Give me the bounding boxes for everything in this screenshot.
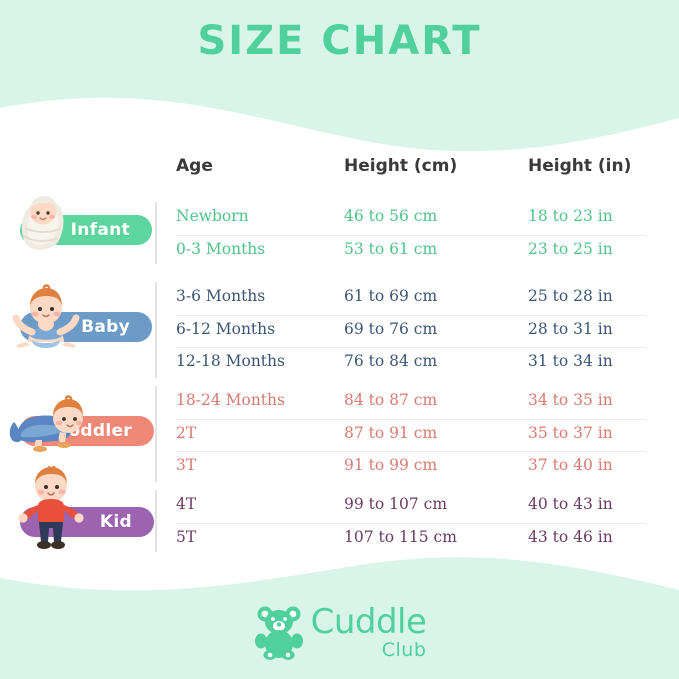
cell-height-cm: 107 to 115 cm	[344, 528, 457, 546]
cell-age: 4T	[176, 495, 197, 513]
table-row: 4T 99 to 107 cm 40 to 43 in	[155, 490, 660, 523]
group-separator-kid	[155, 490, 157, 552]
column-header-height-in: Height (in)	[528, 156, 632, 176]
category-label-infant: Infant	[70, 220, 130, 240]
cell-age: 2T	[176, 424, 197, 442]
column-header-height-cm: Height (cm)	[344, 156, 458, 176]
table-row: Newborn 46 to 56 cm 18 to 23 in	[155, 202, 660, 235]
cell-height-in: 25 to 28 in	[528, 287, 613, 305]
table-row: 2T 87 to 91 cm 35 to 37 in	[155, 419, 660, 452]
category-badge-baby: Baby	[20, 312, 152, 342]
cell-height-in: 18 to 23 in	[528, 207, 613, 225]
cell-height-in: 40 to 43 in	[528, 495, 613, 513]
cell-height-in: 43 to 46 in	[528, 528, 613, 546]
cell-height-in: 35 to 37 in	[528, 424, 613, 442]
category-label-toddler: Toddler	[58, 421, 132, 441]
table-row: 0-3 Months 53 to 61 cm 23 to 25 in	[155, 235, 660, 268]
brand-logo: Cuddle Club	[0, 604, 679, 660]
table-row: 6-12 Months 69 to 76 cm 28 to 31 in	[155, 315, 660, 348]
row-divider	[176, 315, 646, 316]
category-label-kid: Kid	[99, 512, 132, 532]
cell-height-cm: 87 to 91 cm	[344, 424, 438, 442]
group-separator-toddler	[155, 386, 157, 482]
group-separator-infant	[155, 202, 157, 264]
page-title: SIZE CHART	[197, 18, 482, 64]
category-badge-kid: Kid	[20, 507, 154, 537]
cell-age: 0-3 Months	[176, 240, 266, 258]
cell-height-in: 37 to 40 in	[528, 456, 613, 474]
cell-age: 3T	[176, 456, 197, 474]
cell-height-cm: 99 to 107 cm	[344, 495, 448, 513]
teddy-bear-icon	[254, 606, 303, 660]
cell-age: 3-6 Months	[176, 287, 266, 305]
row-divider	[176, 451, 646, 452]
cell-height-cm: 46 to 56 cm	[344, 207, 438, 225]
cell-height-in: 34 to 35 in	[528, 391, 613, 409]
brand-name: Cuddle	[310, 601, 427, 642]
row-divider	[176, 419, 646, 420]
cell-age: 6-12 Months	[176, 320, 276, 338]
cell-height-cm: 84 to 87 cm	[344, 391, 438, 409]
category-badge-infant: Infant	[20, 215, 152, 245]
cell-height-cm: 69 to 76 cm	[344, 320, 438, 338]
brand-subname: Club	[381, 638, 427, 661]
table-row: 12-18 Months 76 to 84 cm 31 to 34 in	[155, 347, 660, 380]
cell-height-cm: 91 to 99 cm	[344, 456, 438, 474]
cell-height-cm: 53 to 61 cm	[344, 240, 438, 258]
group-separator-baby	[155, 282, 157, 378]
category-label-baby: Baby	[81, 317, 130, 337]
cell-age: 5T	[176, 528, 197, 546]
row-divider	[176, 523, 646, 524]
cell-height-in: 23 to 25 in	[528, 240, 613, 258]
table-row: 18-24 Months 84 to 87 cm 34 to 35 in	[155, 386, 660, 419]
table-row: 3-6 Months 61 to 69 cm 25 to 28 in	[155, 282, 660, 315]
cell-height-cm: 76 to 84 cm	[344, 352, 438, 370]
cell-age: 18-24 Months	[176, 391, 285, 409]
row-divider	[176, 235, 646, 236]
table-row: 5T 107 to 115 cm 43 to 46 in	[155, 523, 660, 556]
cell-age: Newborn	[176, 207, 249, 225]
row-divider	[176, 347, 646, 348]
category-badge-toddler: Toddler	[20, 416, 154, 446]
column-header-age: Age	[176, 156, 213, 176]
table-row: 3T 91 to 99 cm 37 to 40 in	[155, 451, 660, 484]
cell-height-cm: 61 to 69 cm	[344, 287, 438, 305]
cell-height-in: 31 to 34 in	[528, 352, 613, 370]
cell-height-in: 28 to 31 in	[528, 320, 613, 338]
cell-age: 12-18 Months	[176, 352, 285, 370]
